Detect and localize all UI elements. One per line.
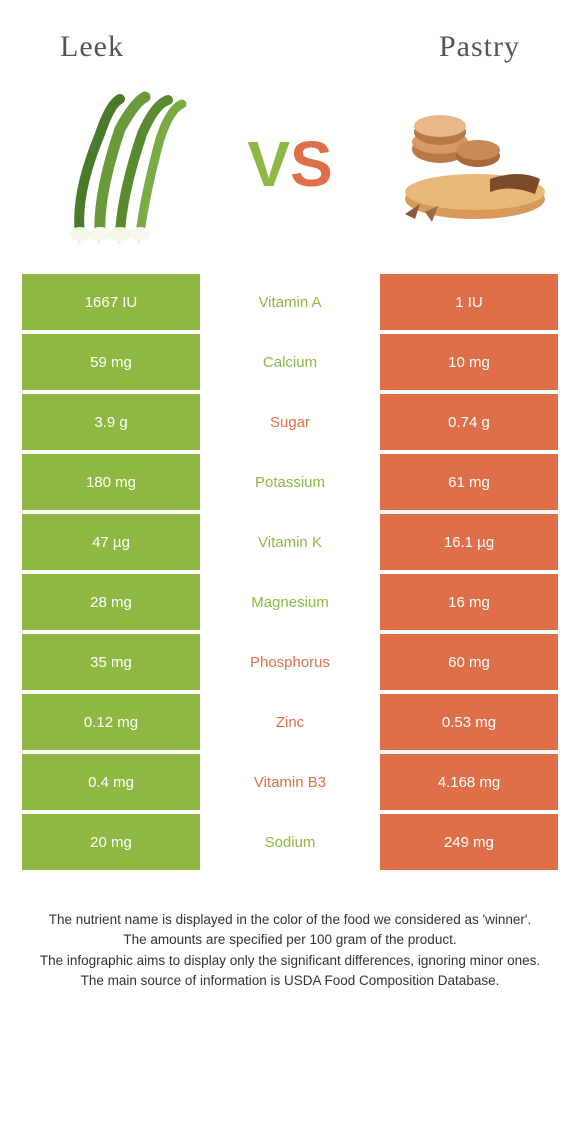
table-row: 0.12 mgZinc0.53 mg: [22, 694, 558, 750]
vs-label: VS: [247, 127, 332, 201]
table-row: 0.4 mgVitamin B34.168 mg: [22, 754, 558, 810]
title-leek: Leek: [60, 30, 124, 64]
pastry-value: 16.1 µg: [380, 514, 558, 570]
footer-notes: The nutrient name is displayed in the co…: [0, 910, 580, 991]
leek-value: 20 mg: [22, 814, 200, 870]
pastry-image: [370, 84, 550, 244]
leek-value: 47 µg: [22, 514, 200, 570]
title-pastry: Pastry: [439, 30, 520, 64]
table-row: 1667 IUVitamin A1 IU: [22, 274, 558, 330]
footer-line: The amounts are specified per 100 gram o…: [30, 930, 550, 950]
pastry-value: 16 mg: [380, 574, 558, 630]
pastry-value: 0.53 mg: [380, 694, 558, 750]
nutrient-name: Zinc: [200, 694, 380, 750]
table-row: 180 mgPotassium61 mg: [22, 454, 558, 510]
footer-line: The nutrient name is displayed in the co…: [30, 910, 550, 930]
pastry-value: 61 mg: [380, 454, 558, 510]
pastry-value: 10 mg: [380, 334, 558, 390]
nutrient-name: Vitamin A: [200, 274, 380, 330]
nutrient-name: Calcium: [200, 334, 380, 390]
table-row: 35 mgPhosphorus60 mg: [22, 634, 558, 690]
pastry-value: 0.74 g: [380, 394, 558, 450]
nutrient-name: Potassium: [200, 454, 380, 510]
leek-value: 59 mg: [22, 334, 200, 390]
pastry-value: 4.168 mg: [380, 754, 558, 810]
footer-line: The infographic aims to display only the…: [30, 951, 550, 971]
nutrient-name: Vitamin K: [200, 514, 380, 570]
nutrient-name: Phosphorus: [200, 634, 380, 690]
table-row: 47 µgVitamin K16.1 µg: [22, 514, 558, 570]
nutrient-table: 1667 IUVitamin A1 IU59 mgCalcium10 mg3.9…: [22, 274, 558, 870]
images-row: VS: [0, 74, 580, 274]
leek-value: 28 mg: [22, 574, 200, 630]
table-row: 59 mgCalcium10 mg: [22, 334, 558, 390]
pastry-value: 249 mg: [380, 814, 558, 870]
footer-line: The main source of information is USDA F…: [30, 971, 550, 991]
nutrient-name: Sugar: [200, 394, 380, 450]
leek-value: 1667 IU: [22, 274, 200, 330]
leek-value: 180 mg: [22, 454, 200, 510]
leek-value: 35 mg: [22, 634, 200, 690]
pastry-value: 60 mg: [380, 634, 558, 690]
leek-value: 3.9 g: [22, 394, 200, 450]
table-row: 28 mgMagnesium16 mg: [22, 574, 558, 630]
vs-v-letter: V: [247, 128, 290, 200]
header: Leek Pastry: [0, 0, 580, 74]
leek-value: 0.4 mg: [22, 754, 200, 810]
nutrient-name: Magnesium: [200, 574, 380, 630]
nutrient-name: Vitamin B3: [200, 754, 380, 810]
leek-value: 0.12 mg: [22, 694, 200, 750]
nutrient-name: Sodium: [200, 814, 380, 870]
leek-image: [30, 84, 210, 244]
pastry-value: 1 IU: [380, 274, 558, 330]
vs-s-letter: S: [290, 128, 333, 200]
table-row: 3.9 gSugar0.74 g: [22, 394, 558, 450]
table-row: 20 mgSodium249 mg: [22, 814, 558, 870]
